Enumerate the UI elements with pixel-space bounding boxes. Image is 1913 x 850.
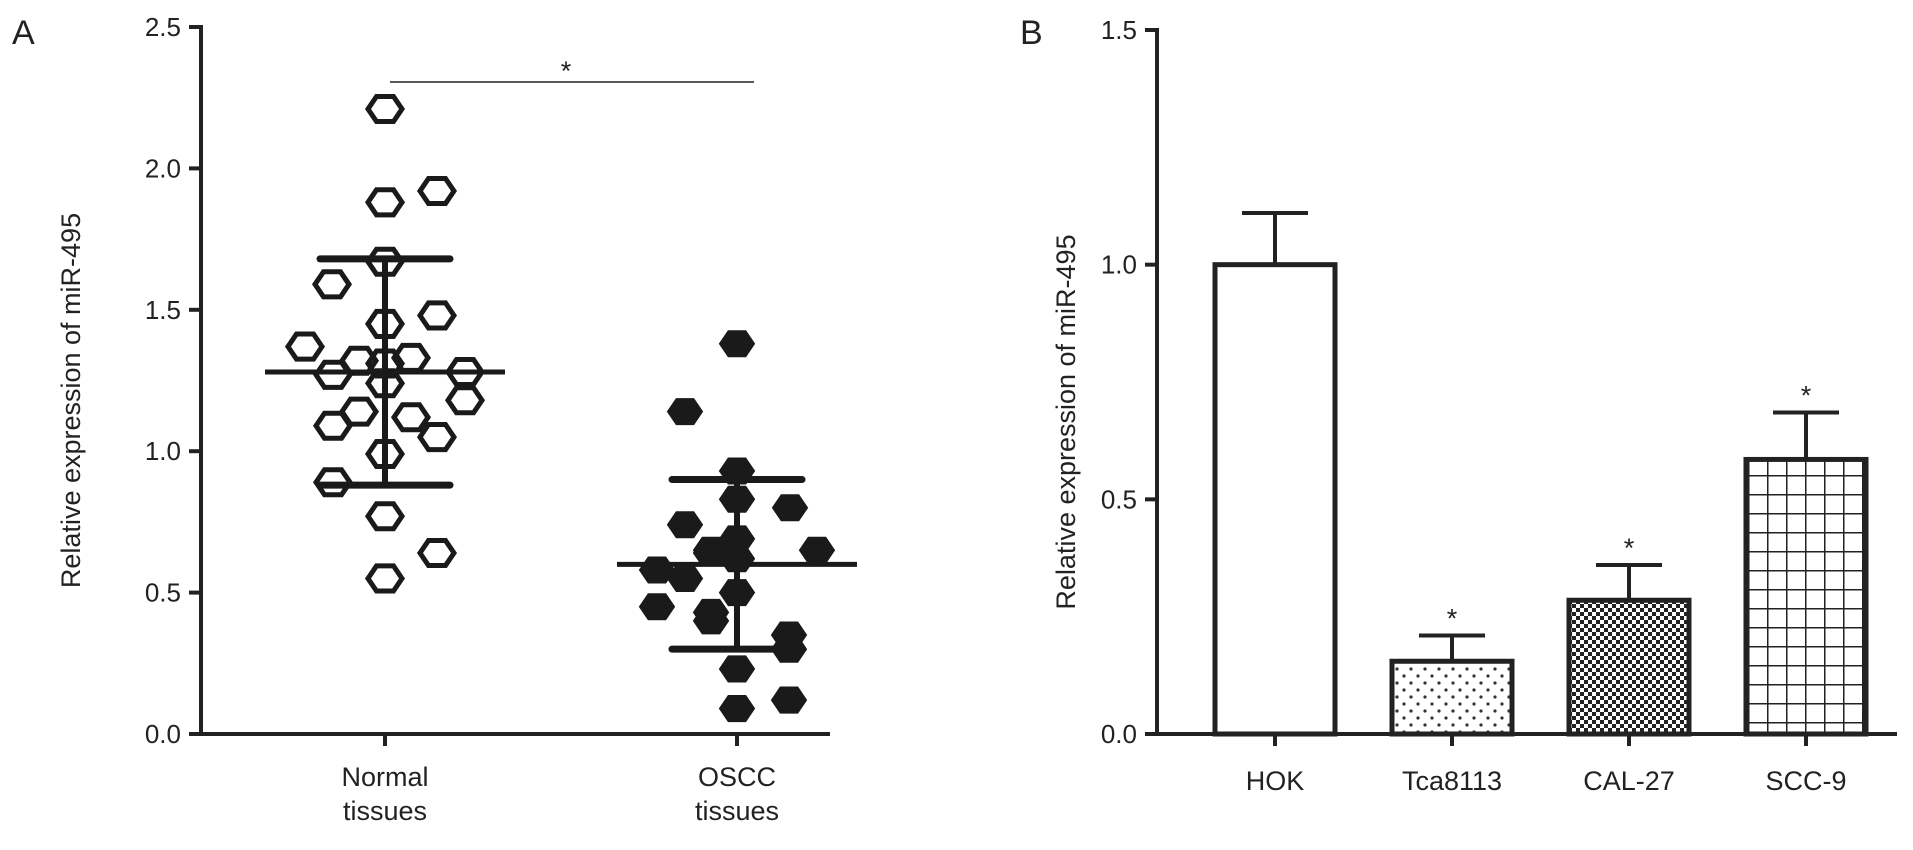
y-tick-label: 0.5	[1101, 484, 1137, 514]
significance-label: *	[1447, 603, 1458, 633]
data-point	[416, 422, 458, 453]
data-point	[416, 176, 458, 206]
data-point	[444, 385, 486, 416]
data-point	[771, 494, 809, 522]
data-point	[770, 686, 808, 714]
data-point	[718, 655, 756, 683]
data-point	[364, 501, 406, 532]
y-tick-label: 1.5	[1101, 15, 1137, 45]
panel-b: B 0.0 0.5 1.0 1.5 Relative expression of miR-…	[1020, 14, 1897, 796]
y-tick-label: 0.0	[145, 719, 181, 749]
x-tick-label: Tca8113	[1402, 766, 1502, 796]
significance-label: *	[1624, 533, 1635, 563]
data-point	[666, 511, 704, 539]
y-axis-label: Relative expression of miR-495	[1051, 234, 1081, 609]
data-point	[692, 607, 730, 635]
data-point	[666, 398, 704, 426]
data-point	[364, 308, 406, 339]
y-tick-label: 2.0	[145, 153, 181, 183]
data-point	[416, 538, 458, 568]
bar-cal-27	[1566, 597, 1692, 737]
data-point	[364, 94, 406, 124]
panel-a: A 0.0 0.5 1.0 1.5 2.0 2.5 Relative expression o…	[12, 12, 857, 826]
data-point	[666, 564, 704, 592]
x-tick-label: HOK	[1246, 766, 1305, 796]
y-tick-label: 1.5	[145, 295, 181, 325]
bar-tca8113	[1389, 658, 1515, 737]
y-tick-label: 2.5	[145, 12, 181, 42]
data-point	[364, 348, 406, 379]
data-point	[364, 439, 406, 469]
panel-label: B	[1020, 14, 1043, 52]
significance-label: *	[1801, 381, 1812, 411]
data-point	[312, 467, 354, 498]
data-point	[284, 331, 326, 362]
data-point	[718, 330, 756, 358]
data-point	[312, 410, 354, 441]
x-tick-label: OSCC tissues	[695, 762, 779, 826]
y-tick-label: 0.0	[1101, 719, 1137, 749]
data-point	[798, 536, 836, 564]
data-point	[638, 593, 676, 621]
data-point	[364, 563, 406, 594]
significance-label: *	[561, 56, 572, 86]
data-point	[364, 187, 406, 218]
data-point	[416, 300, 458, 331]
data-point	[718, 695, 756, 723]
data-point	[311, 269, 353, 300]
y-axis-label: Relative expression of miR-495	[56, 213, 86, 588]
x-tick-label: SCC-9	[1765, 766, 1846, 796]
panel-label: A	[12, 14, 35, 52]
bar-hok	[1212, 262, 1338, 737]
data-point	[312, 359, 354, 390]
y-tick-label: 1.0	[1101, 250, 1137, 280]
x-tick-label: CAL-27	[1583, 766, 1675, 796]
y-tick-label: 1.0	[145, 436, 181, 466]
bar-scc-9	[1743, 456, 1869, 737]
data-point	[390, 402, 432, 433]
x-tick-label: Normal tissues	[341, 762, 428, 826]
y-tick-label: 0.5	[145, 578, 181, 608]
